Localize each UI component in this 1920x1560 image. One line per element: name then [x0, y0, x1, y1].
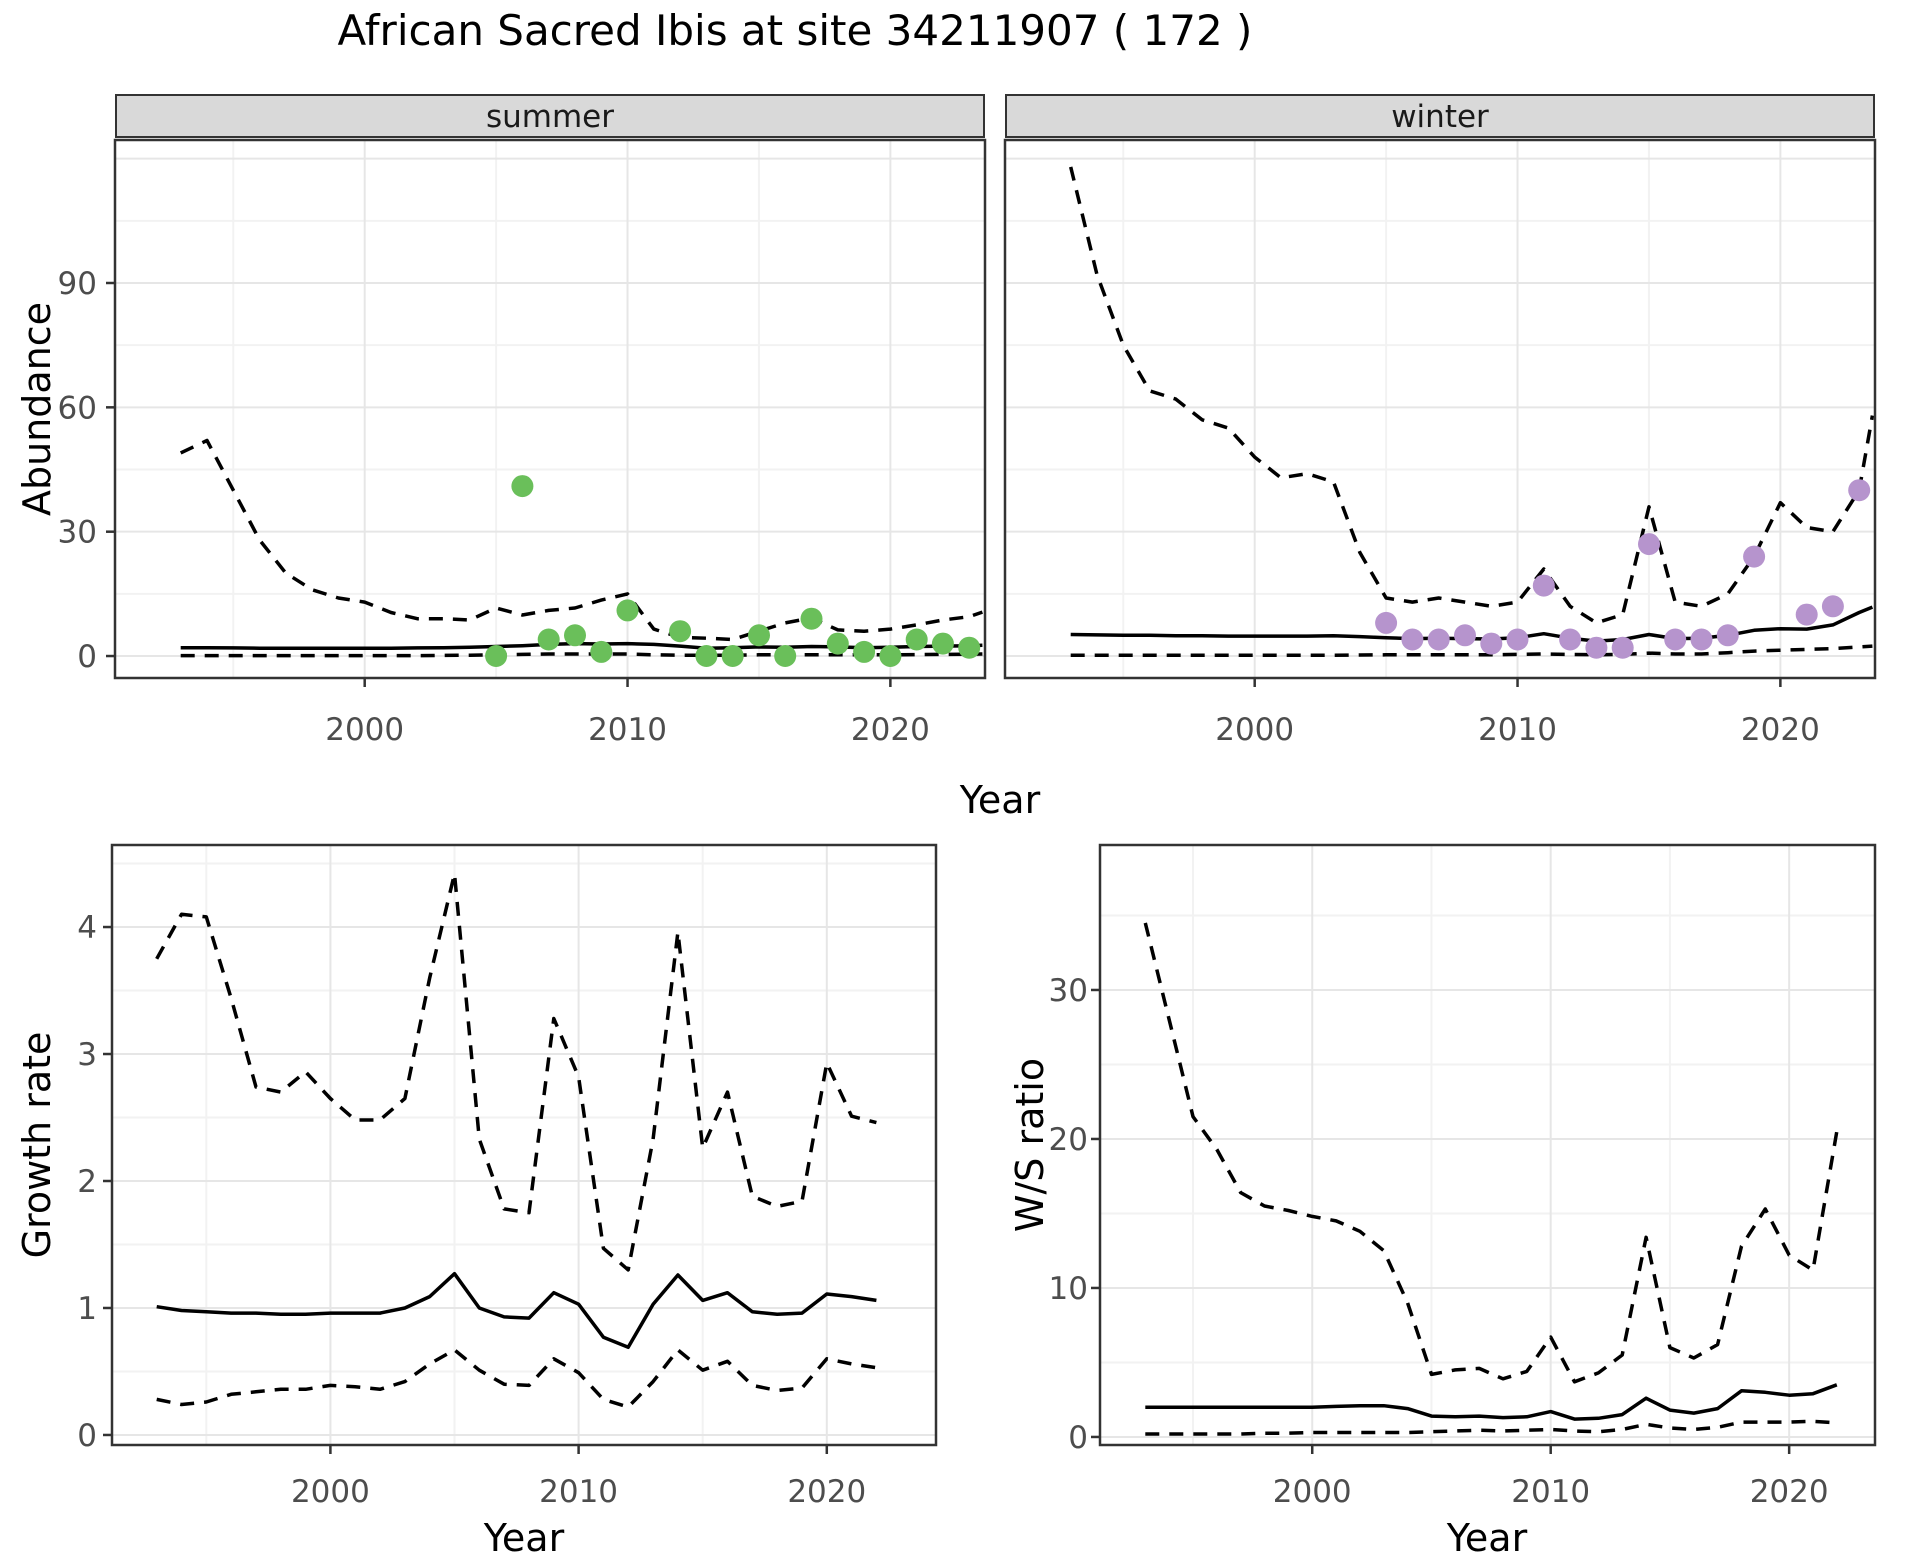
panel-border	[1003, 138, 1877, 680]
x-tick-label: 2010	[588, 712, 667, 748]
y-tick-label: 0	[77, 1418, 97, 1454]
y-tick-label: 1	[77, 1291, 97, 1327]
observation-point	[958, 636, 981, 659]
x-tick-label: 2000	[291, 1474, 370, 1510]
observation-point	[511, 475, 534, 498]
observation-point	[1401, 628, 1424, 651]
panel-abundance-summer: 2000 2010 2020 0 30 60 90	[58, 138, 987, 748]
ws-ratio-axis-title: W/S ratio	[1008, 1057, 1052, 1233]
y-tick-label: 0	[1068, 1420, 1088, 1456]
lower-ci-line	[1145, 1419, 1837, 1436]
x-tick-label: 2010	[1511, 1474, 1590, 1510]
observation-point	[1506, 628, 1529, 651]
observation-point	[1690, 628, 1713, 651]
observation-point	[905, 628, 928, 651]
observation-point	[1716, 624, 1739, 647]
x-tick-label: 2020	[787, 1474, 866, 1510]
fit-line	[156, 1271, 877, 1350]
upper-ci-line	[1143, 922, 1839, 1384]
fit-line	[1145, 1383, 1838, 1421]
x-tick-label: 2020	[1750, 1474, 1829, 1510]
observation-point	[1559, 628, 1582, 651]
observation-point	[774, 645, 797, 667]
observation-point	[721, 645, 744, 667]
y-tick-label: 3	[77, 1037, 97, 1073]
observation-point	[748, 624, 770, 647]
observation-point	[1375, 611, 1398, 634]
y-tick-label: 90	[58, 266, 97, 302]
year-axis-title-growth: Year	[483, 1516, 565, 1560]
observation-point	[1821, 595, 1844, 618]
y-tick-label: 0	[77, 639, 97, 675]
observation-point	[879, 645, 902, 667]
x-tick-label: 2010	[1478, 712, 1557, 748]
panel-growth-rate-2: 2000 2010 2020 0 1 2 3 4	[77, 843, 938, 1510]
x-tick-label: 2000	[1215, 712, 1294, 748]
x-tick-label: 2020	[1741, 712, 1820, 748]
x-tick-label: 2000	[325, 712, 404, 748]
panel-border	[1098, 843, 1877, 1447]
observation-point	[695, 645, 718, 667]
facet-strip-summer: summer	[115, 94, 985, 138]
x-tick-label: 2020	[851, 712, 930, 748]
year-axis-title-top: Year	[959, 778, 1041, 822]
observation-point	[1664, 628, 1687, 651]
observation-point	[669, 620, 692, 643]
observation-point	[537, 628, 560, 651]
y-tick-label: 10	[1049, 1271, 1088, 1307]
y-tick-label: 30	[58, 515, 97, 551]
observation-point	[590, 640, 613, 663]
observation-point	[1585, 636, 1608, 659]
observation-point	[1611, 636, 1634, 659]
observation-point	[1638, 533, 1660, 556]
panel-w-s-ratio-3: 2000 2010 2020 0 10 20 30	[1049, 843, 1877, 1510]
observation-point	[800, 607, 823, 630]
observation-point	[564, 624, 586, 647]
observation-point	[616, 599, 639, 622]
panel-border	[110, 843, 938, 1447]
x-tick-label: 2010	[539, 1474, 618, 1510]
y-tick-label: 60	[58, 390, 97, 426]
observation-point	[1795, 603, 1818, 626]
observation-point	[1848, 479, 1871, 502]
observation-point	[931, 632, 954, 655]
observation-point	[853, 640, 876, 663]
growth-rate-axis-title: Growth rate	[15, 1031, 59, 1259]
abundance-axis-title: Abundance	[15, 301, 59, 517]
observation-point	[485, 645, 508, 667]
upper-ci-line	[179, 438, 983, 642]
y-tick-label: 30	[1049, 973, 1088, 1009]
observation-point	[1454, 624, 1476, 647]
observation-point	[1743, 545, 1766, 568]
fit-line	[1070, 605, 1874, 643]
lower-ci-line	[156, 1348, 877, 1409]
x-tick-label: 2000	[1273, 1474, 1352, 1510]
observation-point	[826, 632, 849, 655]
panel-border	[113, 138, 987, 680]
facet-strip-winter: winter	[1005, 94, 1875, 138]
observation-point	[1480, 632, 1503, 655]
lower-ci-line	[1070, 644, 1873, 657]
panel-abundance-winter: 2000 2010 2020	[1003, 138, 1877, 748]
chart-title: African Sacred Ibis at site 34211907 ( 1…	[337, 6, 1253, 55]
y-tick-label: 4	[77, 910, 97, 946]
observation-point	[1532, 574, 1555, 597]
year-axis-title-ws: Year	[1446, 1516, 1528, 1560]
y-tick-label: 2	[77, 1164, 97, 1200]
y-tick-label: 20	[1049, 1122, 1088, 1158]
observation-point	[1427, 628, 1450, 651]
upper-ci-line	[155, 871, 877, 1272]
